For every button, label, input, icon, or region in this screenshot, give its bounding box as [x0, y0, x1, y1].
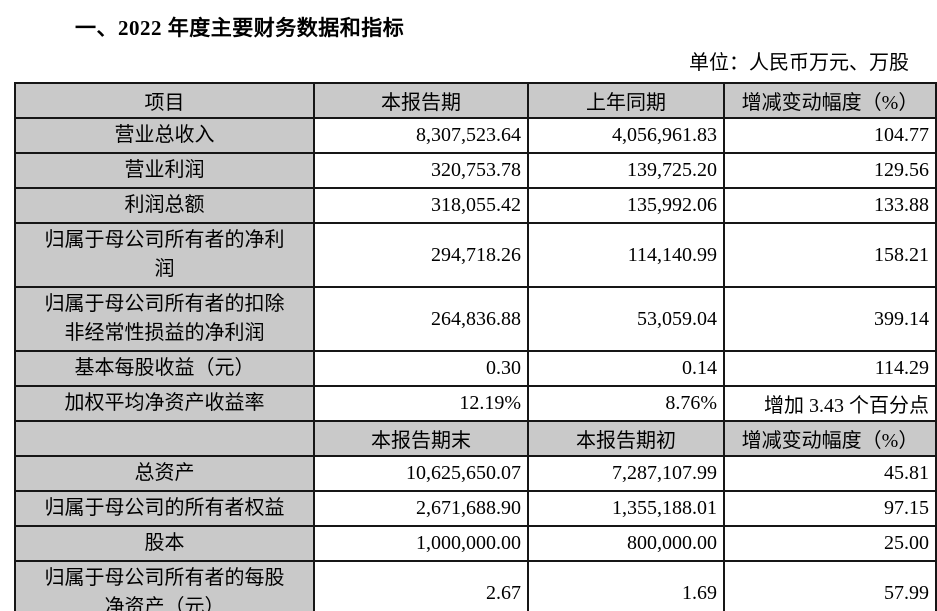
- value-current: 2,671,688.90: [313, 490, 529, 527]
- value-change: 97.15: [723, 490, 937, 527]
- value-change: 399.14: [723, 286, 937, 352]
- table-row: 基本每股收益（元） 0.30 0.14 114.29: [14, 350, 937, 387]
- table-subheader-row: 本报告期末 本报告期初 增减变动幅度（%）: [14, 420, 937, 457]
- value-change: 增加 3.43 个百分点: [723, 385, 937, 422]
- header-item: 项目: [14, 82, 315, 119]
- value-prior: 139,725.20: [527, 152, 725, 189]
- table-row: 归属于母公司的所有者权益 2,671,688.90 1,355,188.01 9…: [14, 490, 937, 527]
- value-change: 104.77: [723, 117, 937, 154]
- row-label: 总资产: [14, 455, 315, 492]
- value-prior: 800,000.00: [527, 525, 725, 562]
- table-row: 营业利润 320,753.78 139,725.20 129.56: [14, 152, 937, 189]
- subheader-change-pct: 增减变动幅度（%）: [723, 420, 937, 457]
- value-current: 2.67: [313, 560, 529, 611]
- value-prior: 8.76%: [527, 385, 725, 422]
- subheader-item: [14, 420, 315, 457]
- financial-data-table: 项目 本报告期 上年同期 增减变动幅度（%） 营业总收入 8,307,523.6…: [14, 82, 937, 611]
- value-prior: 4,056,961.83: [527, 117, 725, 154]
- table-row: 股本 1,000,000.00 800,000.00 25.00: [14, 525, 937, 562]
- row-label: 归属于母公司所有者的扣除 非经常性损益的净利润: [14, 286, 315, 352]
- value-current: 8,307,523.64: [313, 117, 529, 154]
- unit-note: 单位：人民币万元、万股: [689, 52, 909, 74]
- value-prior: 1,355,188.01: [527, 490, 725, 527]
- table-row: 总资产 10,625,650.07 7,287,107.99 45.81: [14, 455, 937, 492]
- table-row: 归属于母公司所有者的扣除 非经常性损益的净利润 264,836.88 53,05…: [14, 286, 937, 352]
- table-row: 归属于母公司所有者的净利 润 294,718.26 114,140.99 158…: [14, 222, 937, 288]
- value-current: 12.19%: [313, 385, 529, 422]
- value-change: 114.29: [723, 350, 937, 387]
- header-prior-period: 上年同期: [527, 82, 725, 119]
- table-row: 营业总收入 8,307,523.64 4,056,961.83 104.77: [14, 117, 937, 154]
- row-label: 归属于母公司所有者的每股 净资产（元）: [14, 560, 315, 611]
- value-current: 10,625,650.07: [313, 455, 529, 492]
- value-change: 129.56: [723, 152, 937, 189]
- subheader-period-begin: 本报告期初: [527, 420, 725, 457]
- value-change: 158.21: [723, 222, 937, 288]
- header-change-pct: 增减变动幅度（%）: [723, 82, 937, 119]
- subheader-period-end: 本报告期末: [313, 420, 529, 457]
- value-prior: 53,059.04: [527, 286, 725, 352]
- row-label: 营业利润: [14, 152, 315, 189]
- table-row: 归属于母公司所有者的每股 净资产（元） 2.67 1.69 57.99: [14, 560, 937, 611]
- value-current: 294,718.26: [313, 222, 529, 288]
- row-label: 营业总收入: [14, 117, 315, 154]
- row-label: 基本每股收益（元）: [14, 350, 315, 387]
- value-current: 318,055.42: [313, 187, 529, 224]
- table-row: 利润总额 318,055.42 135,992.06 133.88: [14, 187, 937, 224]
- row-label: 归属于母公司所有者的净利 润: [14, 222, 315, 288]
- value-change: 133.88: [723, 187, 937, 224]
- value-current: 264,836.88: [313, 286, 529, 352]
- header-current-period: 本报告期: [313, 82, 529, 119]
- row-label: 利润总额: [14, 187, 315, 224]
- value-change: 25.00: [723, 525, 937, 562]
- value-prior: 114,140.99: [527, 222, 725, 288]
- row-label: 加权平均净资产收益率: [14, 385, 315, 422]
- value-prior: 0.14: [527, 350, 725, 387]
- value-current: 1,000,000.00: [313, 525, 529, 562]
- table-header-row: 项目 本报告期 上年同期 增减变动幅度（%）: [14, 82, 937, 119]
- page-title: 一、2022 年度主要财务数据和指标: [75, 16, 405, 40]
- row-label: 股本: [14, 525, 315, 562]
- value-current: 320,753.78: [313, 152, 529, 189]
- value-prior: 1.69: [527, 560, 725, 611]
- value-prior: 7,287,107.99: [527, 455, 725, 492]
- table-row: 加权平均净资产收益率 12.19% 8.76% 增加 3.43 个百分点: [14, 385, 937, 422]
- row-label: 归属于母公司的所有者权益: [14, 490, 315, 527]
- value-change: 45.81: [723, 455, 937, 492]
- value-prior: 135,992.06: [527, 187, 725, 224]
- value-change: 57.99: [723, 560, 937, 611]
- value-current: 0.30: [313, 350, 529, 387]
